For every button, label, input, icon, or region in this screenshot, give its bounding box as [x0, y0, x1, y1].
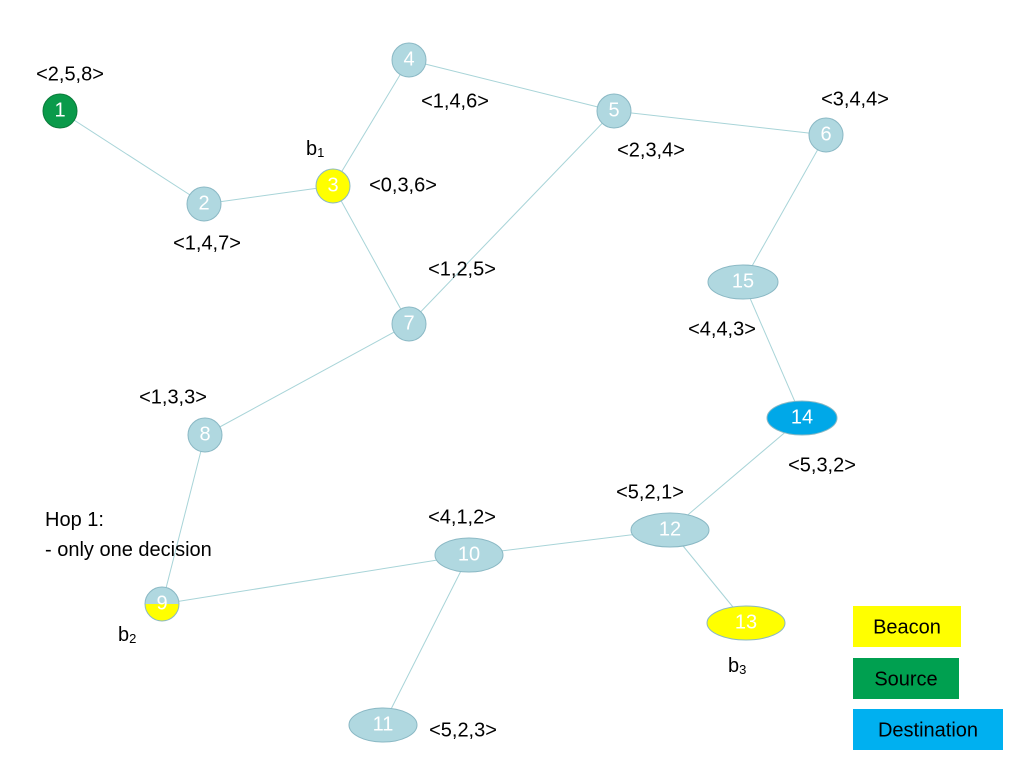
beacon-base: b	[118, 624, 129, 646]
note-line: - only one decision	[45, 539, 212, 561]
beacon-label: b3	[728, 655, 746, 677]
node-label: 13	[735, 611, 757, 633]
beacon-sub: 1	[317, 145, 324, 160]
node-label: 10	[458, 543, 480, 565]
nodes: 1 <2,5,8> 2 <1,4,7> 3 <0,3,6> 4 <1,4,6> 5 <2,3,4>…	[36, 42, 889, 743]
node	[187, 417, 223, 453]
beacon-sub: 2	[129, 631, 136, 646]
node-tuple: <2,5,8>	[36, 63, 104, 85]
node-label: 6	[820, 123, 831, 145]
node-label: 14	[791, 406, 813, 428]
edge	[59, 110, 205, 205]
node	[391, 306, 427, 342]
node-tuple: <4,1,2>	[428, 506, 496, 528]
beacon-base: b	[306, 138, 317, 160]
note-line: Hop 1:	[45, 509, 104, 531]
edge	[204, 323, 410, 436]
edge	[742, 281, 803, 419]
node-tuple: <3,4,4>	[821, 88, 889, 110]
legend-label: Source	[874, 668, 937, 690]
node	[707, 264, 779, 300]
node-tuple: <1,4,6>	[421, 90, 489, 112]
node-tuple: <5,2,1>	[616, 481, 684, 503]
node-bottom	[145, 604, 179, 621]
node	[808, 117, 844, 153]
node-label: 11	[373, 713, 394, 735]
edge	[382, 554, 470, 726]
edge	[408, 110, 615, 325]
node	[706, 605, 786, 641]
edge	[408, 59, 615, 112]
legend-label: Beacon	[873, 616, 941, 638]
beacon-label: b1	[306, 138, 324, 160]
node-label: 1	[54, 99, 65, 121]
node	[630, 512, 710, 548]
node-tuple: <2,3,4>	[617, 139, 685, 161]
edge	[161, 434, 206, 605]
beacon-sub: 3	[739, 662, 746, 677]
node-label: 5	[608, 99, 619, 121]
edge	[613, 110, 827, 136]
node-label: 9	[156, 592, 167, 614]
edge	[332, 185, 410, 325]
edge	[742, 134, 827, 283]
node	[434, 537, 504, 573]
node-tuple: <0,3,6>	[369, 174, 437, 196]
node-tuple: <5,2,3>	[429, 719, 497, 741]
legend-destination	[853, 709, 1003, 750]
beacon-base: b	[728, 655, 739, 677]
node-tuple: <5,3,2>	[788, 454, 856, 476]
node	[596, 93, 632, 129]
node-label: 8	[199, 423, 210, 445]
edge	[332, 59, 410, 187]
node-tuple: <1,4,7>	[173, 232, 241, 254]
edge	[203, 185, 334, 205]
node	[186, 186, 222, 222]
edge	[161, 554, 470, 605]
node-label: 15	[732, 270, 754, 292]
node	[42, 93, 78, 129]
node	[766, 400, 838, 436]
legend-label: Destination	[878, 719, 978, 741]
edge	[669, 417, 803, 531]
node	[391, 42, 427, 78]
legend-source	[853, 658, 959, 699]
node-tuple: <1,3,3>	[139, 386, 207, 408]
node-label: 4	[403, 48, 414, 70]
legend-beacon	[853, 606, 961, 647]
node-outline	[144, 586, 180, 622]
node-tuple: <1,2,5>	[428, 258, 496, 280]
node-top	[145, 587, 179, 604]
node	[348, 707, 418, 743]
node-label: 3	[327, 174, 338, 196]
node-label: 7	[403, 312, 414, 334]
node-tuple: <4,4,3>	[688, 318, 756, 340]
node	[315, 168, 351, 204]
node-label: 2	[198, 192, 209, 214]
node-label: 12	[659, 518, 681, 540]
beacon-label: b2	[118, 624, 136, 646]
